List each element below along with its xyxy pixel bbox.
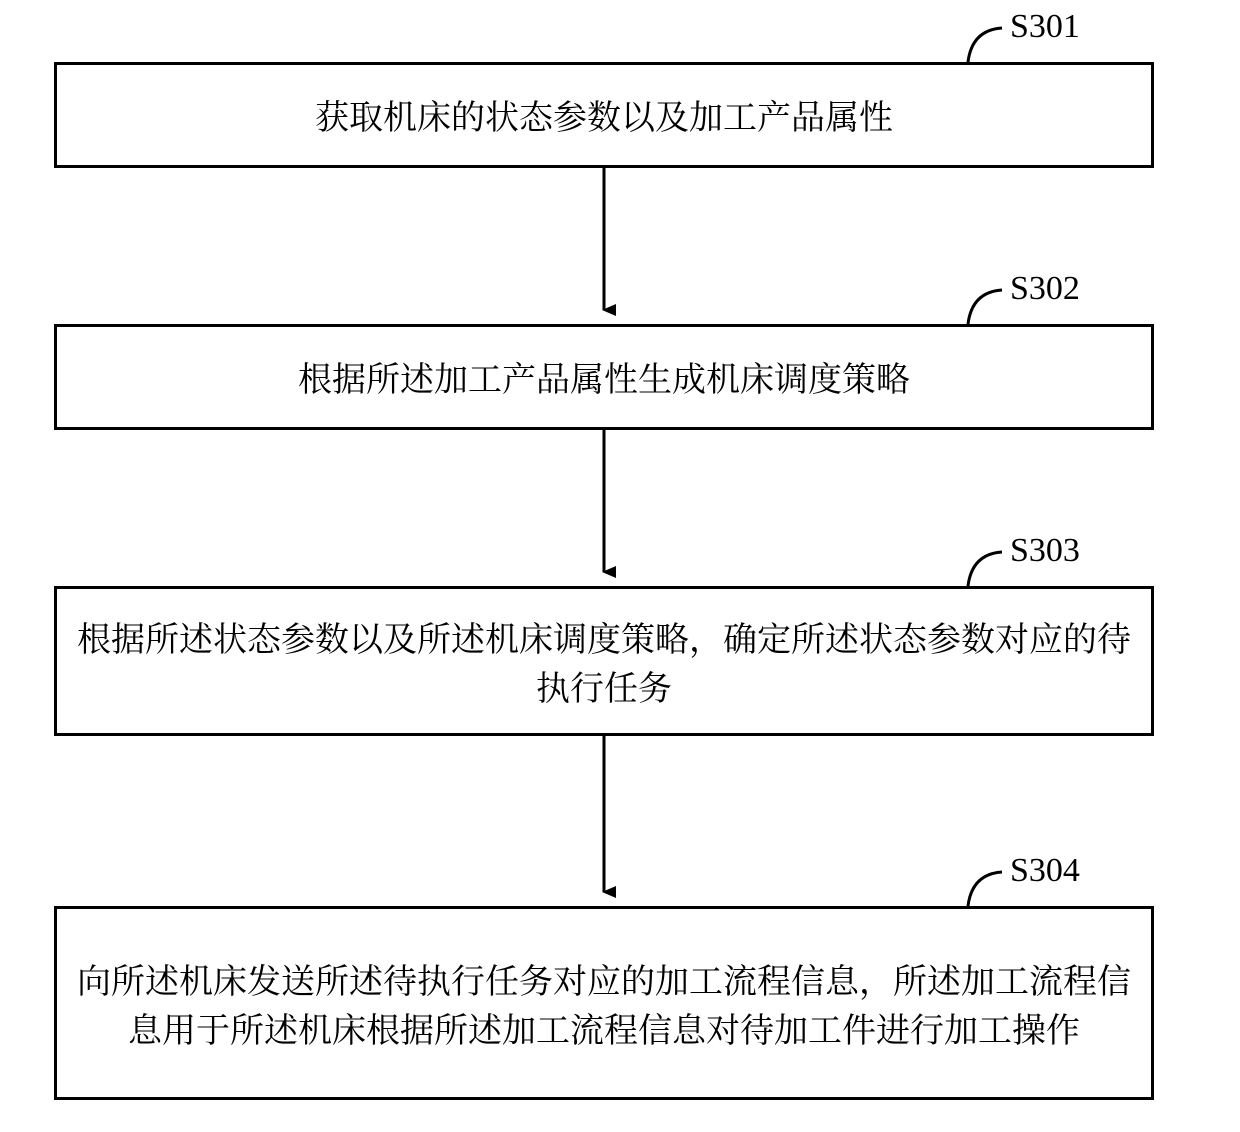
step-label-s301: S301 xyxy=(1010,8,1080,46)
step-box-s303: 根据所述状态参数以及所述机床调度策略，确定所述状态参数对应的待执行任务 xyxy=(54,586,1154,736)
step-text: 向所述机床发送所述待执行任务对应的加工流程信息，所述加工流程信息用于所述机床根据… xyxy=(77,954,1131,1053)
step-label-s303: S303 xyxy=(1010,532,1080,570)
step-text: 根据所述状态参数以及所述机床调度策略，确定所述状态参数对应的待执行任务 xyxy=(77,612,1131,711)
step-label-s304: S304 xyxy=(1010,852,1080,890)
callout-s301 xyxy=(968,28,1002,62)
step-box-s301: 获取机床的状态参数以及加工产品属性 xyxy=(54,62,1154,168)
flowchart-canvas: 获取机床的状态参数以及加工产品属性 S301 根据所述加工产品属性生成机床调度策… xyxy=(0,0,1240,1132)
step-text: 获取机床的状态参数以及加工产品属性 xyxy=(315,90,893,139)
callout-s303 xyxy=(968,552,1002,586)
step-label-s302: S302 xyxy=(1010,270,1080,308)
step-box-s304: 向所述机床发送所述待执行任务对应的加工流程信息，所述加工流程信息用于所述机床根据… xyxy=(54,906,1154,1100)
callout-s304 xyxy=(968,872,1002,906)
step-box-s302: 根据所述加工产品属性生成机床调度策略 xyxy=(54,324,1154,430)
step-text: 根据所述加工产品属性生成机床调度策略 xyxy=(298,352,910,401)
callout-s302 xyxy=(968,290,1002,324)
